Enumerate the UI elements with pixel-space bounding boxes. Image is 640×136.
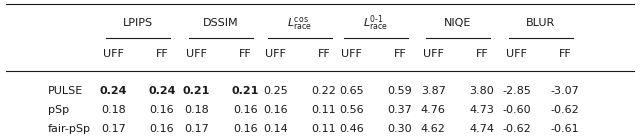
Text: LPIPS: LPIPS (122, 18, 153, 28)
Text: UFF: UFF (103, 49, 124, 59)
Text: 0.65: 0.65 (339, 86, 364, 96)
Text: 0.16: 0.16 (233, 105, 257, 115)
Text: -0.60: -0.60 (502, 105, 531, 115)
Text: 4.73: 4.73 (470, 105, 494, 115)
Text: 4.74: 4.74 (469, 124, 495, 134)
Text: 3.87: 3.87 (421, 86, 445, 96)
Text: 0.24: 0.24 (100, 86, 127, 96)
Text: 0.14: 0.14 (263, 124, 287, 134)
Text: 0.37: 0.37 (388, 105, 412, 115)
Text: 0.21: 0.21 (183, 86, 210, 96)
Text: 0.18: 0.18 (184, 105, 209, 115)
Text: -2.85: -2.85 (502, 86, 531, 96)
Text: UFF: UFF (341, 49, 362, 59)
Text: NIQE: NIQE (444, 18, 471, 28)
Text: -0.62: -0.62 (502, 124, 531, 134)
Text: 0.17: 0.17 (184, 124, 209, 134)
Text: FF: FF (394, 49, 406, 59)
Text: -0.62: -0.62 (551, 105, 579, 115)
Text: 0.17: 0.17 (101, 124, 125, 134)
Text: 0.16: 0.16 (263, 105, 287, 115)
Text: -0.61: -0.61 (551, 124, 579, 134)
Text: 0.18: 0.18 (101, 105, 125, 115)
Text: DSSIM: DSSIM (203, 18, 239, 28)
Text: 0.46: 0.46 (339, 124, 364, 134)
Text: pSp: pSp (48, 105, 69, 115)
Text: 0.59: 0.59 (388, 86, 412, 96)
Text: FF: FF (156, 49, 168, 59)
Text: FF: FF (559, 49, 572, 59)
Text: 0.25: 0.25 (263, 86, 287, 96)
Text: 0.21: 0.21 (232, 86, 259, 96)
Text: 3.80: 3.80 (470, 86, 494, 96)
Text: 0.24: 0.24 (148, 86, 175, 96)
Text: BLUR: BLUR (526, 18, 556, 28)
Text: UFF: UFF (423, 49, 444, 59)
Text: 0.11: 0.11 (312, 124, 336, 134)
Text: FF: FF (476, 49, 488, 59)
Text: 0.16: 0.16 (233, 124, 257, 134)
Text: 0.16: 0.16 (150, 124, 174, 134)
Text: $L^{0\text{-}1}_{\mathrm{race}}$: $L^{0\text{-}1}_{\mathrm{race}}$ (364, 13, 388, 33)
Text: UFF: UFF (265, 49, 285, 59)
Text: UFF: UFF (186, 49, 207, 59)
Text: FF: FF (317, 49, 330, 59)
Text: 4.62: 4.62 (421, 124, 445, 134)
Text: 0.11: 0.11 (312, 105, 336, 115)
Text: 0.56: 0.56 (339, 105, 364, 115)
Text: $L^{\mathrm{cos}}_{\mathrm{race}}$: $L^{\mathrm{cos}}_{\mathrm{race}}$ (287, 15, 312, 32)
Text: 0.22: 0.22 (312, 86, 336, 96)
Text: -3.07: -3.07 (551, 86, 579, 96)
Text: UFF: UFF (506, 49, 527, 59)
Text: 0.16: 0.16 (150, 105, 174, 115)
Text: PULSE: PULSE (48, 86, 83, 96)
Text: 4.76: 4.76 (421, 105, 445, 115)
Text: FF: FF (239, 49, 252, 59)
Text: 0.30: 0.30 (388, 124, 412, 134)
Text: fair-pSp: fair-pSp (48, 124, 91, 134)
